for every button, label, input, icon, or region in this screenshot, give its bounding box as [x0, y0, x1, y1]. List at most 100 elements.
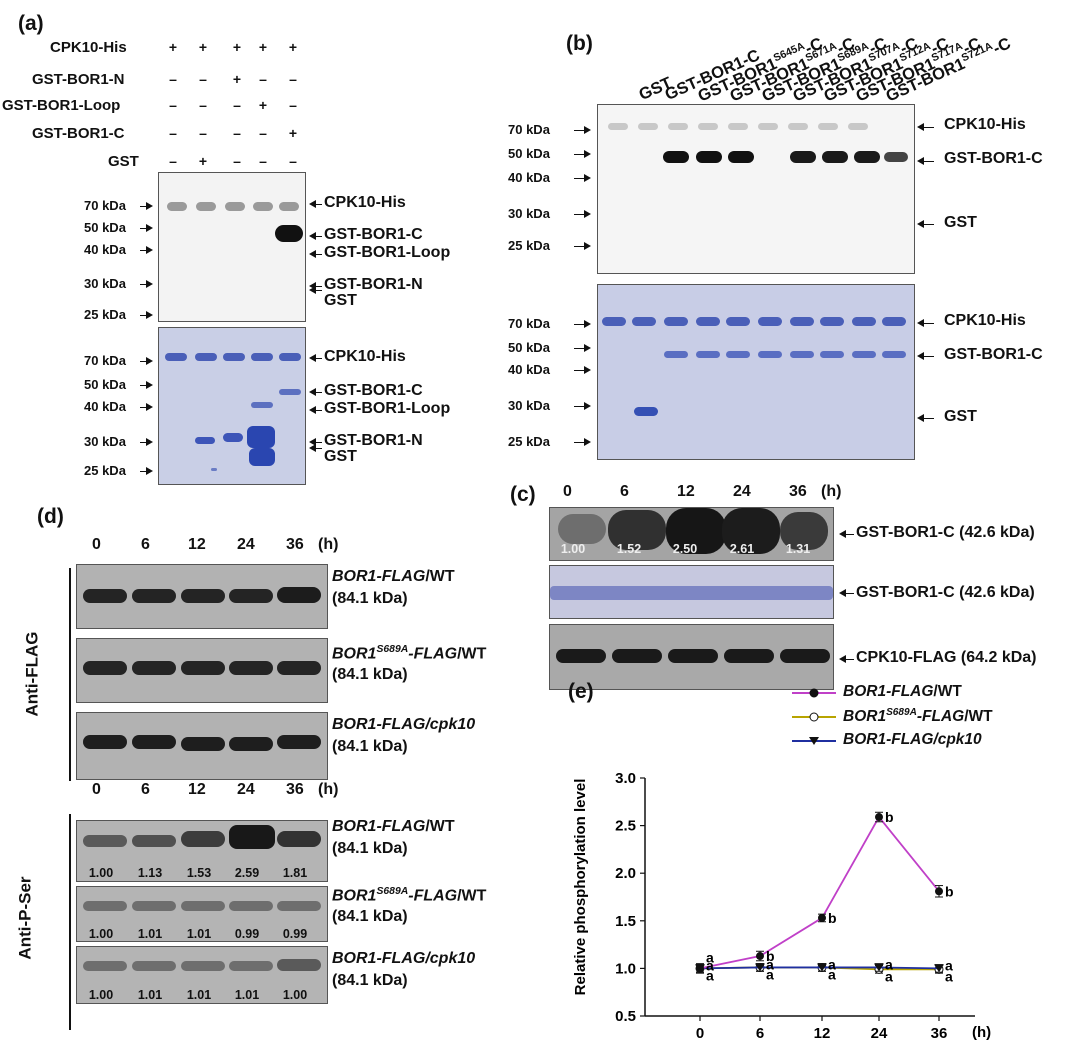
band-label: CPK10-His: [324, 194, 406, 211]
data-point: [818, 913, 826, 922]
panel-c-autoradiograph: [549, 507, 834, 561]
quant-value: 1.00: [88, 927, 114, 941]
data-point: [934, 964, 944, 973]
legend-label-part: -FLAG: [916, 708, 965, 726]
genotype-label: BOR1S689A-FLAG/WT: [332, 886, 486, 905]
genotype-label: BOR1-FLAG/cpk10: [332, 716, 475, 734]
legend-marker: [809, 712, 819, 722]
band-arrow: [839, 655, 854, 663]
kda-marker: 40 kDa: [84, 399, 126, 414]
legend-label-part: /WT: [933, 683, 962, 700]
legend-swatch: [792, 712, 836, 722]
band-arrow: [839, 530, 854, 538]
sign-mark: +: [258, 39, 268, 55]
band-arrow: [917, 123, 934, 131]
marker-arrow: [140, 224, 153, 232]
timepoint: 24: [733, 483, 751, 500]
timepoint: 36: [286, 781, 304, 798]
band-label: GST-BOR1-Loop: [324, 400, 451, 417]
data-point: [696, 964, 704, 973]
genotype-label: BOR1-FLAG/WT: [332, 568, 455, 586]
panel-c-letter: (c): [510, 483, 536, 506]
y-tick-label: 2.5: [615, 818, 636, 835]
significance-letter: a: [945, 968, 953, 984]
significance-letter: b: [828, 910, 837, 926]
significance-letter: a: [766, 956, 774, 972]
y-tick-label: 1.5: [615, 913, 636, 930]
sign-mark: –: [233, 125, 241, 141]
kda-marker: 70 kDa: [84, 198, 126, 213]
band-arrow: [309, 286, 322, 294]
band-label: CPK10-His: [944, 312, 1026, 329]
band-arrow: [917, 319, 934, 327]
quant-value: 1.00: [88, 988, 114, 1002]
x-tick-label: 6: [756, 1025, 764, 1042]
sign-mark: –: [289, 97, 297, 113]
genotype-label-part: BOR1-FLAG/: [332, 716, 430, 733]
significance-letter: a: [706, 967, 714, 983]
genotype-label-superscript: S689A: [376, 886, 409, 897]
panel-b-coomassie-gel: [597, 284, 915, 460]
genotype-label-part: /WT: [457, 887, 487, 905]
pser-blot-s689a: [76, 886, 328, 942]
row-label-gst-bor1-n: GST-BOR1-N: [32, 71, 125, 88]
anti-flag-label: Anti-FLAG: [22, 631, 42, 717]
time-unit: (h): [318, 536, 339, 553]
kda-marker: 40 kDa: [84, 242, 126, 257]
genotype-label-part: cpk10: [429, 716, 476, 733]
significance-letter: a: [828, 956, 836, 972]
series-line: [699, 815, 940, 970]
data-point: [756, 952, 764, 961]
significance-letter: b: [885, 809, 894, 825]
kda-marker: 70 kDa: [84, 353, 126, 368]
significance-letter: a: [766, 966, 774, 982]
band-label: GST: [324, 448, 357, 465]
band-arrow: [309, 200, 322, 208]
timepoint: 6: [620, 483, 629, 500]
quant-value: 1.00: [560, 542, 586, 556]
legend-label-superscript: S689A: [886, 707, 917, 718]
timepoint: 6: [141, 781, 150, 798]
sign-mark: –: [169, 97, 177, 113]
band-arrow: [917, 157, 934, 165]
legend-label-part: BOR1: [843, 708, 887, 726]
quant-value: 1.13: [137, 866, 163, 880]
data-point: [874, 963, 884, 972]
timepoint: 0: [563, 483, 572, 500]
sign-mark: –: [199, 125, 207, 141]
significance-letter: a: [945, 957, 953, 973]
genotype-label-superscript: S689A: [376, 644, 409, 655]
marker-arrow: [140, 202, 153, 210]
flag-blot-s689a: [76, 638, 328, 703]
kda-marker: 40 kDa: [508, 170, 550, 185]
significance-letter: a: [706, 957, 714, 973]
genotype-label: BOR1-FLAG/WT: [332, 818, 455, 836]
band-label: GST-BOR1-C (42.6 kDa): [856, 524, 1035, 541]
panel-a-coomassie-gel: [158, 327, 306, 485]
quant-value: 1.81: [282, 866, 308, 880]
kda-marker: 70 kDa: [508, 316, 550, 331]
genotype-label: BOR1S689A-FLAG/WT: [332, 644, 486, 663]
timepoint: 12: [677, 483, 695, 500]
band-label: GST-BOR1-N: [324, 276, 423, 293]
genotype-label-part: BOR1: [332, 887, 377, 905]
kda-marker: 30 kDa: [508, 398, 550, 413]
marker-arrow: [140, 403, 153, 411]
band-label: GST: [944, 214, 977, 231]
quant-value: 1.01: [186, 988, 212, 1002]
panel-a-autoradiograph: [158, 172, 306, 322]
kda-marker: 25 kDa: [508, 238, 550, 253]
sign-mark: –: [169, 125, 177, 141]
sign-mark: +: [288, 39, 298, 55]
panel-d-letter: (d): [37, 505, 64, 528]
marker-arrow: [574, 344, 591, 352]
marker-arrow: [140, 467, 153, 475]
band-arrow: [917, 414, 934, 422]
legend-label-part: BOR1-FLAG: [843, 683, 934, 700]
timepoint: 12: [188, 536, 206, 553]
band-arrow: [917, 220, 934, 228]
marker-arrow: [574, 402, 591, 410]
band-label: CPK10-FLAG (64.2 kDa): [856, 649, 1037, 666]
timepoint: 36: [789, 483, 807, 500]
y-tick-label: 0.5: [615, 1008, 636, 1025]
